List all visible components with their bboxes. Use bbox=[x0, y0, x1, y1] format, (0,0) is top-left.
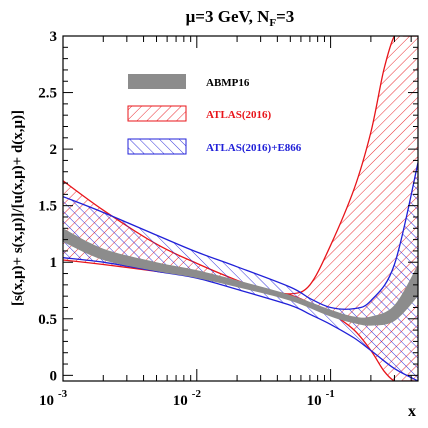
legend-label-atlas2016-e866: ATLAS(2016)+E866 bbox=[206, 142, 302, 154]
chart-title: μ=3 GeV, NF=3 bbox=[186, 7, 295, 29]
band-lower-edge-atlas-2016-e866 bbox=[63, 257, 418, 381]
band-area-abmp16 bbox=[63, 228, 418, 326]
band-area-atlas-2016 bbox=[63, 36, 418, 381]
legend-swatch-abmp16 bbox=[128, 74, 186, 89]
legend-label-atlas2016: ATLAS(2016) bbox=[206, 109, 272, 121]
legend-swatch-atlas2016 bbox=[127, 105, 187, 122]
legend-swatch-atlas2016-e866 bbox=[127, 138, 187, 155]
legend: ABMP16 ATLAS(2016) ATLAS(2016)+E866 bbox=[127, 74, 302, 155]
y-tick-label: 2.5 bbox=[38, 86, 57, 102]
axes bbox=[62, 35, 419, 382]
y-tick-label: 0.5 bbox=[38, 312, 57, 328]
x-tick-label: 10 -2 bbox=[173, 388, 202, 409]
y-tick-label: 2 bbox=[50, 142, 58, 158]
y-tick-label: 0 bbox=[50, 368, 58, 384]
y-axis-label: [s(x,μ)+ s(x,μ)]/[u(x,μ)+ d(x,μ)] bbox=[10, 110, 26, 306]
band-area-atlas-2016-e866 bbox=[63, 162, 418, 381]
legend-label-abmp16: ABMP16 bbox=[206, 77, 250, 89]
y-tick-label: 1.5 bbox=[38, 199, 57, 215]
x-tick-label: 10 -3 bbox=[39, 388, 68, 409]
y-tick-label: 3 bbox=[50, 29, 58, 45]
plot-frame bbox=[62, 35, 419, 382]
y-tick-label: 1 bbox=[50, 255, 58, 271]
x-axis-label: x bbox=[408, 403, 416, 420]
band-upper-edge-atlas-2016-e866 bbox=[63, 162, 418, 310]
x-tick-label: 10 -1 bbox=[307, 388, 335, 409]
tick-labels: 0 0.5 1 1.5 2 2.5 3 10 -3 10 -2 10 -1 bbox=[38, 29, 335, 409]
data-bands bbox=[63, 36, 418, 381]
